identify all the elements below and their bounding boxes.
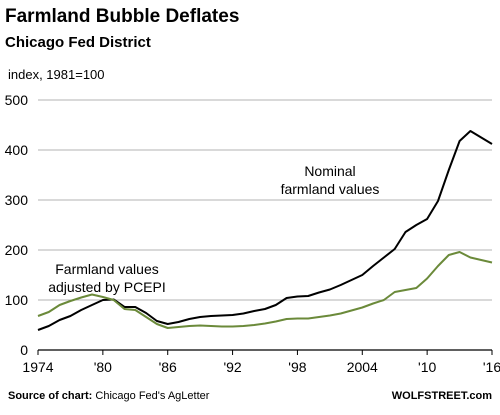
x-tick-label: 2004: [347, 359, 378, 375]
annotation-adjusted: adjusted by PCEPI: [48, 279, 166, 295]
annotation-nominal: farmland values: [281, 181, 380, 197]
source-value: Chicago Fed's AgLetter: [95, 390, 210, 402]
y-tick-label: 300: [5, 192, 29, 208]
y-tick-label: 400: [5, 142, 29, 158]
x-tick-label: '16: [483, 359, 500, 375]
x-tick-label: '10: [418, 359, 436, 375]
source-label: Source of chart:: [8, 390, 93, 402]
x-tick-label: '80: [94, 359, 112, 375]
y-tick-label: 500: [5, 92, 29, 108]
y-tick-label: 200: [5, 242, 29, 258]
series-line-adjusted: [37, 251, 493, 329]
chart-source: Source of chart: Chicago Fed's AgLetter: [8, 390, 209, 402]
y-axis-label: index, 1981=100: [8, 67, 105, 82]
x-tick-label: '98: [288, 359, 306, 375]
annotation-nominal: Nominal: [304, 163, 355, 179]
x-tick-label: '92: [223, 359, 241, 375]
chart-subtitle: Chicago Fed District: [5, 34, 151, 51]
y-tick-label: 100: [5, 292, 29, 308]
brand-label: WOLFSTREET.com: [391, 390, 492, 402]
chart-title: Farmland Bubble Deflates: [5, 6, 240, 27]
x-tick-label: '86: [159, 359, 177, 375]
y-tick-label: 0: [20, 342, 28, 358]
annotation-adjusted: Farmland values: [55, 261, 159, 277]
x-tick-label: 1974: [22, 359, 53, 375]
